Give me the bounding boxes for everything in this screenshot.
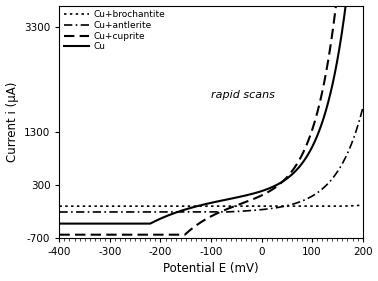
Cu+cuprite xyxy=(241,201,246,205)
Cu+cuprite xyxy=(287,173,292,176)
Cu+antlerite xyxy=(360,107,365,110)
Cu xyxy=(233,196,238,200)
Cu xyxy=(360,4,365,7)
Cu+cuprite xyxy=(233,204,238,207)
Cu+antlerite xyxy=(287,203,292,207)
Line: Cu+antlerite: Cu+antlerite xyxy=(59,108,363,212)
Cu xyxy=(250,192,255,196)
Cu xyxy=(318,126,323,129)
Cu xyxy=(76,222,80,225)
Line: Cu: Cu xyxy=(59,6,363,224)
Line: Cu+cuprite: Cu+cuprite xyxy=(59,6,363,235)
Cu xyxy=(287,175,292,178)
Cu+cuprite xyxy=(334,4,338,7)
Cu+antlerite xyxy=(76,210,80,214)
Cu xyxy=(57,222,62,225)
Cu+antlerite xyxy=(318,189,323,192)
Legend: Cu+brochantite, Cu+antlerite, Cu+cuprite, Cu: Cu+brochantite, Cu+antlerite, Cu+cuprite… xyxy=(62,8,167,53)
Cu+cuprite xyxy=(360,4,365,7)
Text: rapid scans: rapid scans xyxy=(211,90,275,101)
Cu+cuprite xyxy=(57,233,62,236)
Cu+cuprite xyxy=(76,233,80,236)
Cu xyxy=(344,4,348,7)
Cu xyxy=(241,194,246,198)
Cu+brochantite xyxy=(233,205,238,208)
Cu+brochantite xyxy=(250,205,255,208)
Cu+brochantite xyxy=(287,205,292,208)
Line: Cu+brochantite: Cu+brochantite xyxy=(59,205,363,206)
Cu+antlerite xyxy=(241,209,246,213)
Cu+antlerite xyxy=(57,210,62,214)
Cu+antlerite xyxy=(233,210,238,213)
Cu+brochantite xyxy=(57,205,62,208)
Cu+cuprite xyxy=(318,98,323,101)
Cu+brochantite xyxy=(76,205,80,208)
Y-axis label: Current i (μA): Current i (μA) xyxy=(6,81,19,162)
Cu+cuprite xyxy=(250,198,255,201)
Cu+brochantite xyxy=(241,205,246,208)
X-axis label: Potential E (mV): Potential E (mV) xyxy=(163,262,259,275)
Cu+brochantite xyxy=(360,203,365,207)
Cu+antlerite xyxy=(250,209,255,212)
Cu+brochantite xyxy=(318,205,323,208)
